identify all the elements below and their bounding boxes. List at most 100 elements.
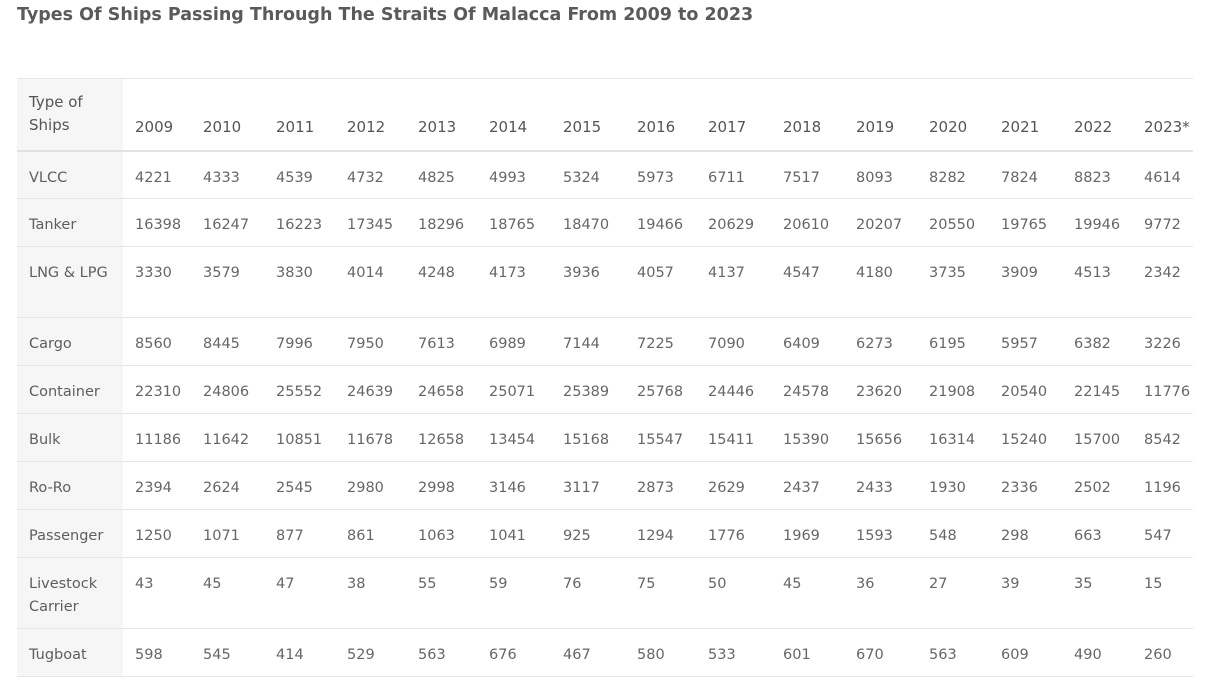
table-cell: 11186 bbox=[135, 432, 182, 448]
table-cell: 11678 bbox=[347, 432, 394, 448]
table-cell: 4248 bbox=[418, 265, 455, 281]
table-cell: 18470 bbox=[563, 217, 610, 233]
table-cell: 43 bbox=[135, 576, 154, 592]
table-cell: 861 bbox=[347, 528, 375, 544]
table-cell: 15390 bbox=[783, 432, 830, 448]
table-cell: 3830 bbox=[276, 265, 313, 281]
table-cell: 4614 bbox=[1144, 169, 1181, 186]
table-cell: 2980 bbox=[347, 480, 384, 496]
ship-type-cell: VLCC bbox=[17, 150, 123, 199]
table-cell: 1776 bbox=[708, 528, 745, 544]
table-cell: 13454 bbox=[489, 432, 536, 448]
table-cell: 663 bbox=[1074, 528, 1102, 544]
table-cell: 1969 bbox=[783, 528, 820, 544]
ship-type-cell: Tugboat bbox=[17, 628, 123, 677]
table-cell: 15700 bbox=[1074, 432, 1121, 448]
table-cell: 548 bbox=[929, 528, 957, 544]
page-title: Types Of Ships Passing Through The Strai… bbox=[17, 5, 754, 25]
table-cell: 2437 bbox=[783, 480, 820, 496]
column-header-year: 2021 bbox=[1001, 117, 1040, 136]
column-header-year: 2017 bbox=[708, 117, 747, 136]
table-cell: 16223 bbox=[276, 217, 323, 233]
table-cell: 7144 bbox=[563, 336, 600, 352]
table-cell: 75 bbox=[637, 576, 656, 592]
table-cell: 1041 bbox=[489, 528, 526, 544]
table-cell: 1930 bbox=[929, 480, 966, 496]
table-cell: 25552 bbox=[276, 384, 323, 400]
table-cell: 22310 bbox=[135, 384, 182, 400]
table-row: Ro-Ro 2394 2624 2545 2980 2998 3146 3117 2873 262… bbox=[17, 461, 1193, 510]
table-cell: 2629 bbox=[708, 480, 745, 496]
table-cell: 10851 bbox=[276, 432, 323, 448]
ship-type-cell: Livestock Carrier bbox=[17, 557, 123, 629]
table-cell: 4180 bbox=[856, 265, 893, 281]
table-cell: 20540 bbox=[1001, 384, 1048, 400]
table-cell: 3330 bbox=[135, 265, 172, 281]
table-cell: 18296 bbox=[418, 217, 465, 233]
table-cell: 2336 bbox=[1001, 480, 1038, 496]
table-cell: 25071 bbox=[489, 384, 536, 400]
table-cell: 15547 bbox=[637, 432, 684, 448]
table-cell: 298 bbox=[1001, 528, 1029, 544]
table-cell: 414 bbox=[276, 647, 304, 663]
table-body: VLCC 4221 4333 4539 4732 4825 4993 5324 5973 6711… bbox=[17, 150, 1193, 677]
column-header-year: 2010 bbox=[203, 117, 242, 136]
table-cell: 4513 bbox=[1074, 265, 1111, 281]
table-cell: 20207 bbox=[856, 217, 903, 233]
table-cell: 59 bbox=[489, 576, 508, 592]
table-cell: 1196 bbox=[1144, 480, 1181, 496]
table-cell: 8445 bbox=[203, 336, 240, 352]
table-cell: 2624 bbox=[203, 480, 240, 496]
table-cell: 24639 bbox=[347, 384, 394, 400]
table-cell: 3909 bbox=[1001, 265, 1038, 281]
table-cell: 3735 bbox=[929, 265, 966, 281]
column-header-type-of-ships: Type of Ships bbox=[17, 78, 123, 151]
table-cell: 7613 bbox=[418, 336, 455, 352]
table-cell: 55 bbox=[418, 576, 437, 592]
table-cell: 22145 bbox=[1074, 384, 1121, 400]
table-cell: 563 bbox=[929, 647, 957, 663]
table-cell: 8282 bbox=[929, 169, 966, 186]
ship-type-cell: Container bbox=[17, 365, 123, 414]
table-cell: 6382 bbox=[1074, 336, 1111, 352]
table-cell: 2998 bbox=[418, 480, 455, 496]
table-cell: 7996 bbox=[276, 336, 313, 352]
table-cell: 529 bbox=[347, 647, 375, 663]
table-row: Bulk 11186 11642 10851 11678 12658 13454 15168 1… bbox=[17, 413, 1193, 462]
column-header-year: 2020 bbox=[929, 117, 968, 136]
table-cell: 1294 bbox=[637, 528, 674, 544]
table-cell: 8823 bbox=[1074, 169, 1111, 186]
table-cell: 4173 bbox=[489, 265, 526, 281]
table-cell: 15240 bbox=[1001, 432, 1048, 448]
table-cell: 39 bbox=[1001, 576, 1020, 592]
table-cell: 7824 bbox=[1001, 169, 1038, 186]
table-header-row: Type of Ships 2009 2010 2011 2012 2013 2014 20… bbox=[17, 78, 1193, 151]
table-cell: 7517 bbox=[783, 169, 820, 186]
table-cell: 8542 bbox=[1144, 432, 1181, 448]
table-cell: 3146 bbox=[489, 480, 526, 496]
table-cell: 5973 bbox=[637, 169, 674, 186]
table-cell: 23620 bbox=[856, 384, 903, 400]
table-cell: 2545 bbox=[276, 480, 313, 496]
table-cell: 19765 bbox=[1001, 217, 1048, 233]
column-header-year: 2019 bbox=[856, 117, 895, 136]
column-header-year: 2023* bbox=[1144, 117, 1190, 136]
table-cell: 2433 bbox=[856, 480, 893, 496]
ship-types-table: Type of Ships 2009 2010 2011 2012 2013 2014 20… bbox=[17, 78, 1193, 677]
table-cell: 533 bbox=[708, 647, 736, 663]
table-cell: 20550 bbox=[929, 217, 976, 233]
table-cell: 5957 bbox=[1001, 336, 1038, 352]
table-cell: 21908 bbox=[929, 384, 976, 400]
table-cell: 24578 bbox=[783, 384, 830, 400]
table-cell: 7090 bbox=[708, 336, 745, 352]
column-header-year: 2012 bbox=[347, 117, 386, 136]
table-cell: 3936 bbox=[563, 265, 600, 281]
table-cell: 545 bbox=[203, 647, 231, 663]
table-cell: 4539 bbox=[276, 169, 313, 186]
table-row: Livestock Carrier 43 45 47 38 55 59 76 75 50 45 36 2… bbox=[17, 557, 1193, 629]
table-row: LNG & LPG 3330 3579 3830 4014 4248 4173 3936 405… bbox=[17, 246, 1193, 318]
table-cell: 7950 bbox=[347, 336, 384, 352]
table-cell: 2342 bbox=[1144, 265, 1181, 281]
ship-type-cell: LNG & LPG bbox=[17, 246, 123, 318]
table-cell: 3226 bbox=[1144, 336, 1181, 352]
